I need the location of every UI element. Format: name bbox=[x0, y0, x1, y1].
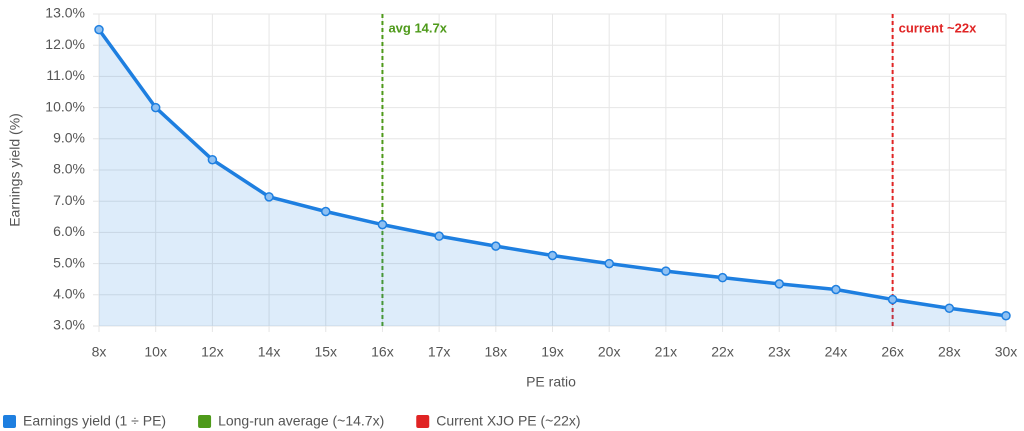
y-tick-label: 12.0% bbox=[45, 36, 85, 52]
reference-label: current ~22x bbox=[899, 20, 977, 35]
point bbox=[604, 258, 614, 269]
x-tick-label: 24x bbox=[825, 344, 848, 360]
x-tick-label: 23x bbox=[768, 344, 791, 360]
point bbox=[887, 294, 898, 305]
x-tick-label: 12x bbox=[201, 344, 224, 360]
y-tick-label: 6.0% bbox=[53, 223, 85, 239]
y-tick-label: 13.0% bbox=[45, 5, 85, 21]
y-tick-label: 5.0% bbox=[53, 254, 85, 270]
x-tick-label: 22x bbox=[711, 344, 734, 360]
point bbox=[150, 102, 161, 113]
y-tick-label: 10.0% bbox=[45, 98, 85, 114]
point bbox=[831, 284, 841, 295]
x-axis-title: PE ratio bbox=[526, 374, 576, 390]
area bbox=[99, 29, 1006, 326]
y-tick-label: 3.0% bbox=[53, 317, 85, 333]
point bbox=[717, 272, 728, 283]
legend-label: Long-run average (~14.7x) bbox=[218, 413, 384, 429]
legend-label: Current XJO PE (~22x) bbox=[436, 413, 580, 429]
legend-swatch bbox=[416, 415, 430, 428]
y-tick-label: 9.0% bbox=[53, 130, 85, 146]
y-tick-label: 7.0% bbox=[53, 192, 85, 208]
legend-label: Earnings yield (1 ÷ PE) bbox=[23, 413, 166, 429]
x-tick-label: 26x bbox=[881, 344, 904, 360]
x-tick-label: 14x bbox=[258, 344, 281, 360]
legend-swatch bbox=[3, 415, 16, 428]
point bbox=[94, 24, 104, 35]
point bbox=[547, 250, 558, 261]
x-tick-label: 15x bbox=[314, 344, 337, 360]
x-tick-label: 16x bbox=[371, 344, 394, 360]
x-tick-label: 28x bbox=[938, 344, 961, 360]
x-tick-label: 19x bbox=[541, 344, 564, 360]
x-tick-label: 21x bbox=[655, 344, 678, 360]
reference-label: avg 14.7x bbox=[388, 20, 447, 35]
point bbox=[661, 266, 671, 276]
x-tick-label: 17x bbox=[428, 344, 451, 360]
x-tick-label: 18x bbox=[485, 344, 508, 360]
x-tick-label: 30x bbox=[995, 344, 1018, 360]
point bbox=[377, 219, 388, 230]
point bbox=[944, 303, 955, 313]
point bbox=[207, 154, 218, 165]
y-tick-label: 11.0% bbox=[46, 67, 85, 83]
y-axis-title: Earnings yield (%) bbox=[7, 113, 23, 227]
point bbox=[434, 231, 444, 241]
x-tick-label: 8x bbox=[92, 344, 107, 360]
point bbox=[774, 279, 784, 289]
point bbox=[321, 206, 331, 217]
legend-swatch bbox=[198, 415, 212, 428]
x-tick-label: 10x bbox=[144, 344, 167, 360]
y-tick-label: 8.0% bbox=[53, 161, 85, 177]
x-tick-label: 20x bbox=[598, 344, 621, 360]
point bbox=[1001, 310, 1011, 321]
point bbox=[491, 241, 501, 251]
point bbox=[264, 192, 274, 202]
y-tick-label: 4.0% bbox=[53, 286, 85, 302]
